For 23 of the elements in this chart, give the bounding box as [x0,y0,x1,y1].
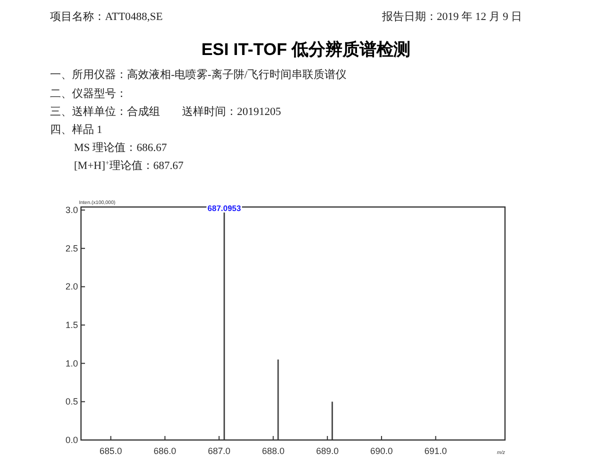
y-tick-label: 3.0 [65,205,78,216]
x-tick-label: 685.0 [100,446,122,456]
text: 二、仪器型号： [50,88,127,100]
y-tick-label: 0.0 [65,435,78,445]
text: 四、样品 1 [50,124,102,136]
y-tick-label: 1.0 [65,358,78,368]
text: 三、送样单位：合成组 送样时间：20191205 [50,105,282,118]
x-tick-label: 687.0 [208,446,230,456]
text: MS 理论值：686.67 [74,142,168,154]
x-tick-label: 688.0 [262,446,284,456]
y-tick-label: 2.5 [65,243,78,254]
y-tick-label: 1.5 [65,320,78,330]
chart-title: ESI IT-TOF 低分辨质谱检测 [201,40,411,59]
x-tick-label: 690.0 [370,446,393,456]
text: 报告日期：2019 年 12 月 9 日 [380,10,522,23]
text: [M+H]$^{+}$理论值：687.67 [74,159,184,172]
text: 项目名称：ATT0488,SE [50,11,164,23]
x-tick-label: 691.0 [424,446,447,456]
x-tick-label: 689.0 [316,446,339,456]
x-tick-label: 686.0 [154,446,176,456]
y-tick-label: 0.5 [65,396,78,407]
y-tick-label: 2.0 [65,282,78,292]
text: 一、所用仪器：高效液相-电喷雾-离子阱/飞行时间串联质谱仪 [50,68,346,81]
